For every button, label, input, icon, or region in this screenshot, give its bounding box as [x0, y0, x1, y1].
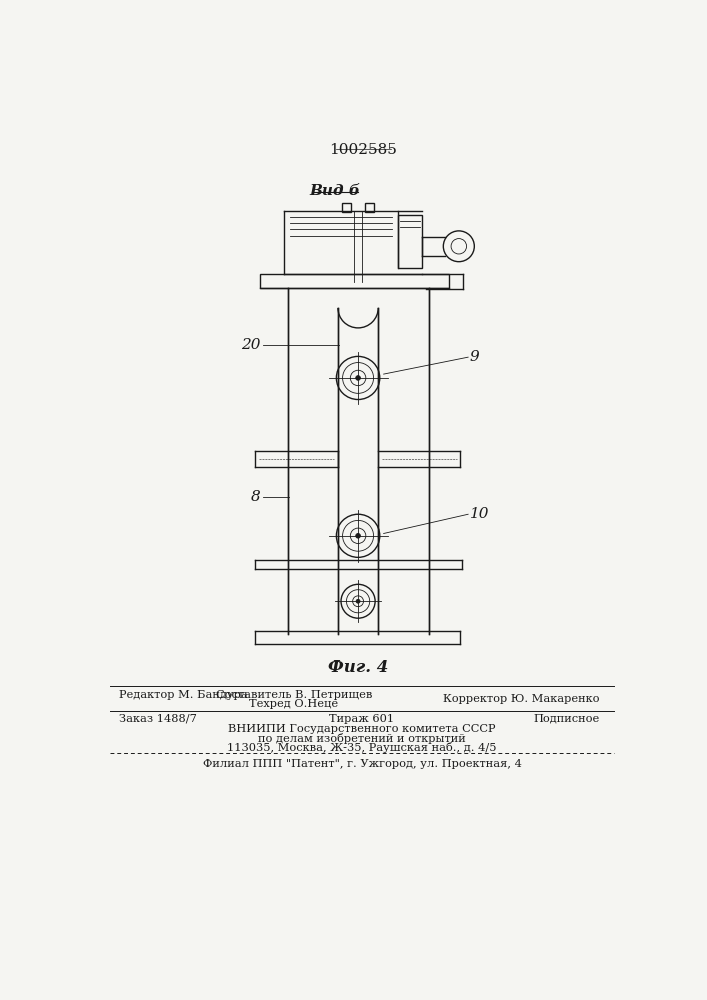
Circle shape [356, 533, 361, 538]
Circle shape [341, 584, 375, 618]
Text: 10: 10 [469, 507, 489, 521]
Text: ВНИИПИ Государственного комитета СССР: ВНИИПИ Государственного комитета СССР [228, 724, 496, 734]
Circle shape [337, 356, 380, 400]
Circle shape [356, 599, 360, 603]
Circle shape [343, 363, 373, 393]
Circle shape [351, 528, 366, 544]
Bar [255, 451, 338, 466]
Bar [398, 215, 421, 268]
Text: 113035, Москва, Ж-35, Раушская наб., д. 4/5: 113035, Москва, Ж-35, Раушская наб., д. … [227, 742, 497, 753]
Text: Заказ 1488/7: Заказ 1488/7 [119, 714, 197, 724]
Text: по делам изобретений и открытий: по делам изобретений и открытий [258, 733, 466, 744]
Circle shape [451, 239, 467, 254]
Bar [365, 203, 374, 212]
Text: Подписное: Подписное [534, 714, 600, 724]
Text: Филиал ППП "Патент", г. Ужгород, ул. Проектная, 4: Филиал ППП "Патент", г. Ужгород, ул. Про… [202, 759, 521, 769]
Circle shape [353, 596, 363, 607]
Text: 1002585: 1002585 [329, 143, 397, 157]
Text: 9: 9 [469, 350, 479, 364]
Circle shape [356, 376, 361, 380]
Text: Техред О.Неце: Техред О.Неце [249, 699, 339, 709]
Bar [341, 203, 351, 212]
Circle shape [337, 514, 380, 557]
Text: Корректор Ю. Макаренко: Корректор Ю. Макаренко [443, 694, 600, 704]
Text: Редактор М. Бандура: Редактор М. Бандура [119, 690, 248, 700]
Text: Вид б: Вид б [310, 184, 361, 198]
Circle shape [443, 231, 474, 262]
Circle shape [346, 590, 370, 613]
Circle shape [343, 520, 373, 551]
Text: Составитель В. Петрищев: Составитель В. Петрищев [216, 690, 372, 700]
Text: Тираж 601: Тираж 601 [329, 714, 395, 724]
Text: 20: 20 [241, 338, 260, 352]
Text: Фиг. 4: Фиг. 4 [328, 659, 388, 676]
Circle shape [351, 370, 366, 386]
Text: 8: 8 [251, 490, 260, 504]
Bar [260, 274, 449, 288]
